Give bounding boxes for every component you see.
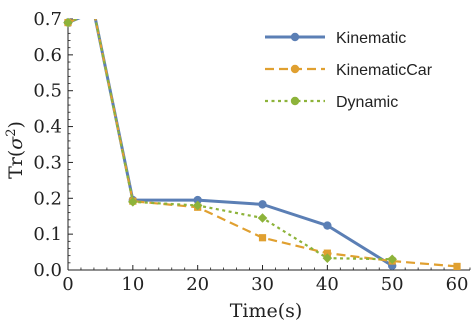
legend-marker xyxy=(290,32,300,42)
data-point xyxy=(387,254,397,265)
y-tick-label: 0.2 xyxy=(33,188,62,209)
series-line xyxy=(68,19,393,267)
legend-label: Kinematic xyxy=(336,30,406,47)
axes: 0 10 20 30 40 50 60 0.0 0.1 0.2 0.3 0.4 0.5 0.6 0.7 xyxy=(33,9,471,295)
legend-marker xyxy=(290,96,300,106)
x-tick-label: 20 xyxy=(186,274,209,295)
legend-marker xyxy=(290,64,300,74)
x-tick-label: 10 xyxy=(121,274,144,295)
y-axis-label-base: Tr( xyxy=(5,150,27,179)
x-tick-label: 0 xyxy=(62,274,73,295)
data-point xyxy=(128,197,138,207)
data-point xyxy=(322,253,333,263)
y-axis-label: Tr(σ2) xyxy=(4,121,28,179)
data-point xyxy=(323,221,332,230)
data-point xyxy=(63,17,73,28)
x-axis-label: Time(s) xyxy=(230,300,303,322)
y-tick-label: 0.6 xyxy=(33,45,62,66)
legend-label: Dynamic xyxy=(336,94,398,111)
y-tick-label: 0.1 xyxy=(33,224,62,245)
series-dynamic xyxy=(63,17,397,265)
y-tick-label: 0.0 xyxy=(33,260,62,281)
legend-label: KinematicCar xyxy=(336,62,433,79)
x-tick-label: 60 xyxy=(446,274,469,295)
x-tick-label: 50 xyxy=(381,274,404,295)
data-point xyxy=(323,249,331,257)
y-axis-label-sup: 2 xyxy=(4,128,19,136)
x-tick-label: 30 xyxy=(251,274,274,295)
x-tick-label: 40 xyxy=(316,274,339,295)
y-tick-label: 0.5 xyxy=(33,81,62,102)
data-point xyxy=(258,234,267,242)
legend: Kinematic KinematicCar Dynamic xyxy=(265,30,433,111)
series-kinematic xyxy=(63,18,397,270)
y-tick-label: 0.7 xyxy=(33,9,62,30)
data-point xyxy=(453,262,461,271)
data-point xyxy=(192,200,203,211)
series-kinematiccar xyxy=(64,18,461,271)
y-axis-label-sigma: σ xyxy=(5,136,27,150)
data-point xyxy=(258,200,267,209)
data-point xyxy=(257,213,268,223)
y-tick-label: 0.4 xyxy=(33,117,62,138)
y-tick-label: 0.3 xyxy=(33,152,62,173)
legend-entry: Kinematic xyxy=(265,30,406,47)
legend-entry: Dynamic xyxy=(265,94,398,111)
y-axis-label-close: ) xyxy=(5,121,27,128)
legend-entry: KinematicCar xyxy=(265,62,433,79)
series-layer xyxy=(63,17,461,271)
data-point xyxy=(193,195,202,205)
series-line xyxy=(68,19,458,268)
